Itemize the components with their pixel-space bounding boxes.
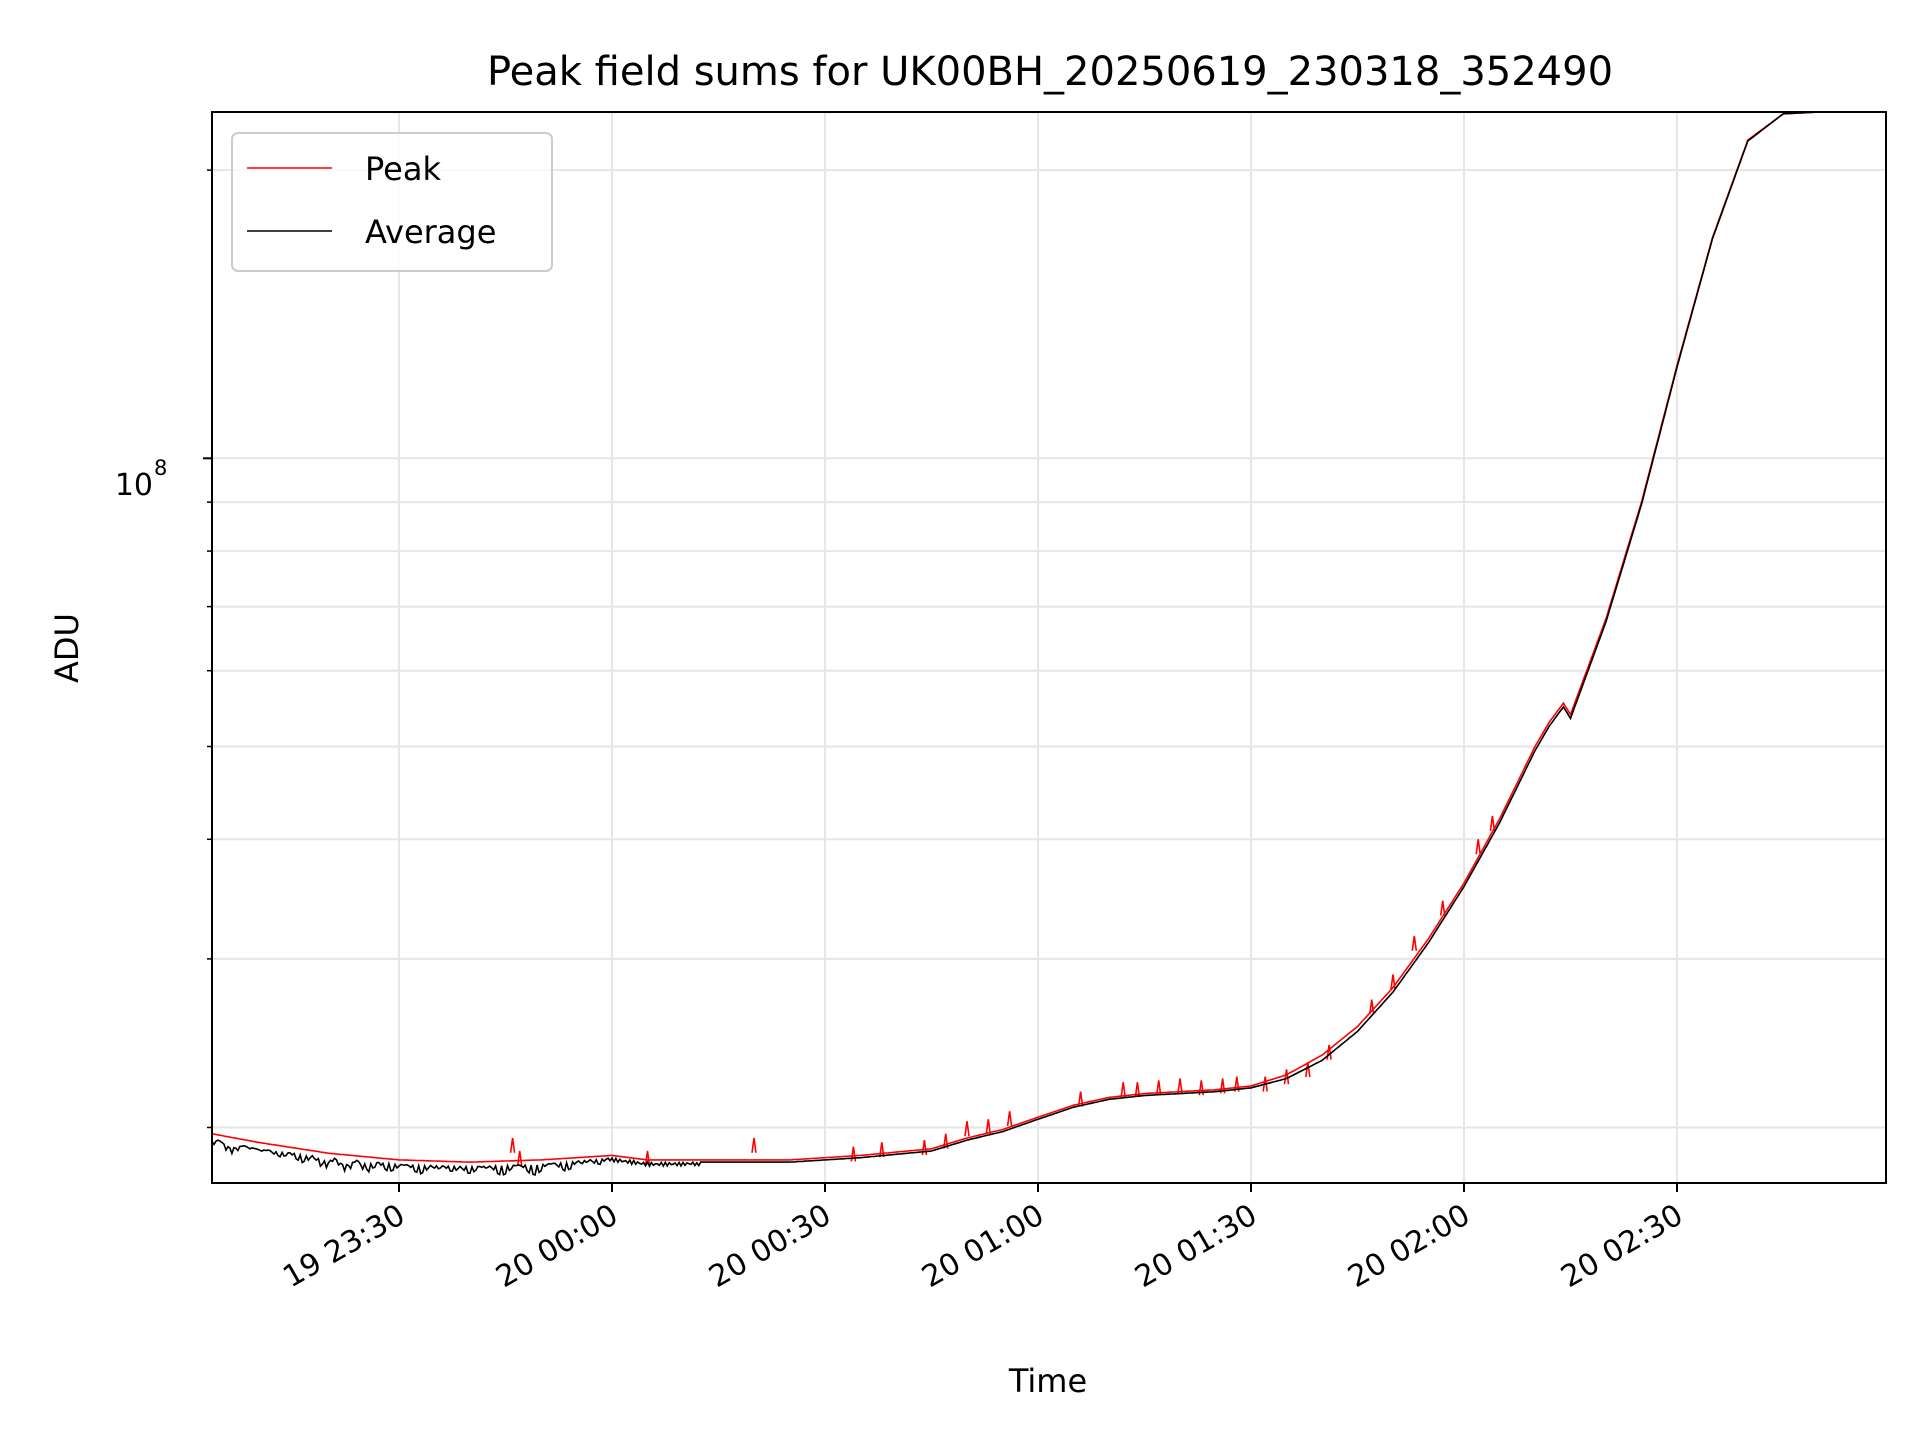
peak-spike [850, 1146, 857, 1162]
peak-spike [942, 1133, 949, 1149]
peak-spike [1439, 900, 1446, 916]
peak-spike [1411, 935, 1418, 951]
peak-spike [1077, 1091, 1084, 1107]
y-tick-exponent: 8 [154, 456, 167, 480]
peak-spike [1368, 999, 1375, 1015]
peak-spike [1489, 815, 1496, 831]
y-tick-label-1e8: 10 8 [115, 456, 168, 503]
series-group [212, 112, 1886, 1176]
legend-label-average: Average [365, 213, 496, 251]
peak-spike [1234, 1076, 1240, 1092]
peak-spike [1326, 1044, 1332, 1060]
peak-spike [1155, 1080, 1162, 1096]
peak-spike [964, 1121, 970, 1137]
peak-spike [1390, 974, 1396, 990]
peak-spike [509, 1137, 516, 1153]
legend-label-peak: Peak [365, 150, 441, 188]
legend: Peak Average [231, 132, 553, 272]
peak-spike [1262, 1076, 1268, 1092]
chart-title: Peak field sums for UK00BH_20250619_2303… [487, 49, 1613, 95]
plot-frame [211, 111, 1887, 1184]
peak-spike [644, 1150, 651, 1166]
axis-ticks [203, 169, 1678, 1192]
peak-spike [1006, 1111, 1013, 1127]
peak-spike [1305, 1062, 1311, 1078]
series-line-average [212, 112, 1886, 1176]
peak-spike [879, 1142, 885, 1158]
y-tick-base: 10 [115, 468, 153, 503]
peak-spike [921, 1140, 928, 1156]
y-axis-label: ADU [48, 613, 86, 683]
x-axis-label: Time [1008, 1362, 1087, 1400]
peak-spike [516, 1150, 523, 1166]
peak-spike [1219, 1078, 1226, 1094]
peak-spike [1177, 1078, 1183, 1094]
peak-spike [751, 1137, 757, 1153]
peak-spike [1475, 839, 1481, 855]
peak-spike [1120, 1082, 1126, 1098]
peak-spike [1134, 1082, 1141, 1098]
peak-spike [985, 1119, 992, 1135]
peak-spike [1198, 1080, 1205, 1096]
series-line-peak [212, 112, 1886, 1163]
